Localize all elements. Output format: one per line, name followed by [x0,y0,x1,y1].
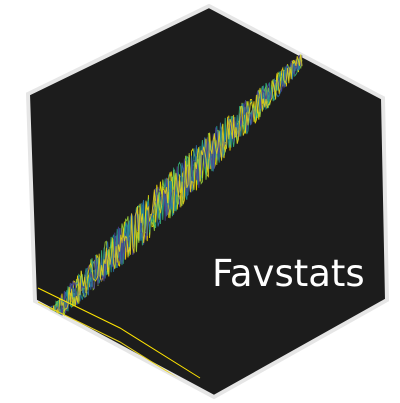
logo-title: Favstats [212,252,365,295]
hexagon-background [28,6,387,397]
